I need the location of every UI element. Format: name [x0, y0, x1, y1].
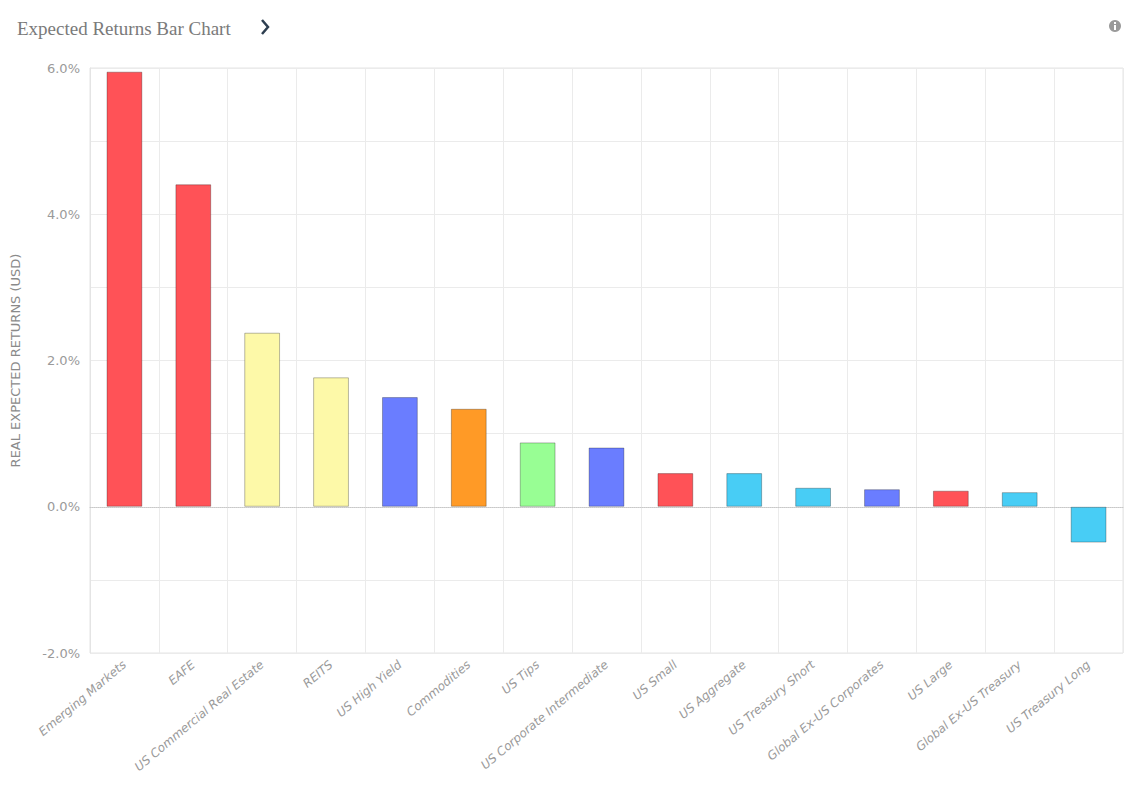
svg-text:US Small: US Small: [630, 657, 681, 703]
svg-text:Global Ex-US Treasury: Global Ex-US Treasury: [913, 657, 1025, 754]
svg-text:REAL EXPECTED RETURNS (USD): REAL EXPECTED RETURNS (USD): [8, 254, 23, 468]
svg-text:-2.0%: -2.0%: [42, 646, 80, 661]
svg-text:US Treasury Long: US Treasury Long: [1003, 657, 1093, 736]
svg-text:US High Yield: US High Yield: [334, 657, 405, 720]
svg-text:Emerging Markets: Emerging Markets: [36, 658, 129, 739]
svg-text:US Treasury Short: US Treasury Short: [725, 657, 818, 738]
svg-text:US Tips: US Tips: [499, 658, 542, 697]
svg-text:Expected Returns Bar Chart: Expected Returns Bar Chart: [17, 18, 231, 39]
svg-text:US Large: US Large: [905, 658, 956, 704]
svg-text:US Aggregate: US Aggregate: [676, 658, 749, 722]
svg-text:EAFE: EAFE: [166, 657, 199, 687]
svg-text:REITS: REITS: [300, 657, 336, 690]
svg-text:6.0%: 6.0%: [47, 61, 80, 76]
svg-text:0.0%: 0.0%: [47, 499, 80, 514]
svg-text:Global Ex-US Corporates: Global Ex-US Corporates: [764, 658, 886, 764]
svg-text:Commodities: Commodities: [404, 658, 474, 720]
svg-text:US Commercial Real Estate: US Commercial Real Estate: [132, 658, 267, 774]
svg-text:4.0%: 4.0%: [47, 207, 80, 222]
svg-text:US Corporate Intermediate: US Corporate Intermediate: [478, 658, 611, 773]
svg-text:2.0%: 2.0%: [47, 353, 80, 368]
